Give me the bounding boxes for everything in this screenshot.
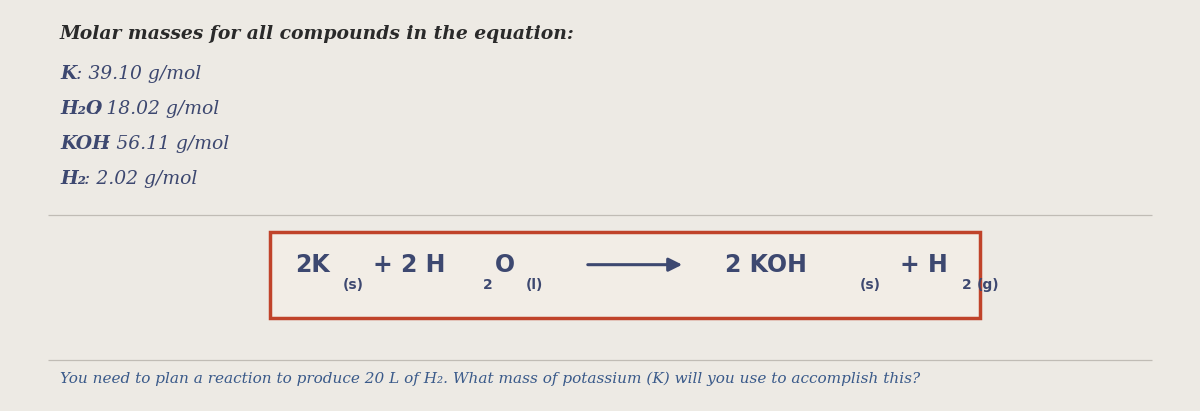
Text: : 18.02 g/mol: : 18.02 g/mol bbox=[94, 100, 220, 118]
Text: Molar masses for all compounds in the equation:: Molar masses for all compounds in the eq… bbox=[60, 25, 575, 43]
Text: : 39.10 g/mol: : 39.10 g/mol bbox=[76, 65, 202, 83]
Text: 2: 2 bbox=[482, 278, 493, 292]
Text: H₂O: H₂O bbox=[60, 100, 102, 118]
Text: (s): (s) bbox=[343, 278, 364, 292]
Text: You need to plan a reaction to produce 20 L of H₂. What mass of potassium (K) wi: You need to plan a reaction to produce 2… bbox=[60, 372, 920, 386]
Text: 2: 2 bbox=[962, 278, 972, 292]
FancyBboxPatch shape bbox=[270, 232, 980, 318]
Text: K: K bbox=[60, 65, 77, 83]
Text: + H: + H bbox=[900, 253, 948, 277]
Text: : 2.02 g/mol: : 2.02 g/mol bbox=[84, 170, 197, 188]
Text: H₂: H₂ bbox=[60, 170, 86, 188]
Text: (s): (s) bbox=[860, 278, 881, 292]
Text: (l): (l) bbox=[526, 278, 544, 292]
Text: : 56.11 g/mol: : 56.11 g/mol bbox=[104, 135, 229, 153]
Text: 2K: 2K bbox=[295, 253, 330, 277]
Text: O: O bbox=[496, 253, 515, 277]
Text: (g): (g) bbox=[977, 278, 1000, 292]
Text: KOH: KOH bbox=[60, 135, 110, 153]
Text: + 2 H: + 2 H bbox=[373, 253, 445, 277]
Text: 2 KOH: 2 KOH bbox=[725, 253, 806, 277]
